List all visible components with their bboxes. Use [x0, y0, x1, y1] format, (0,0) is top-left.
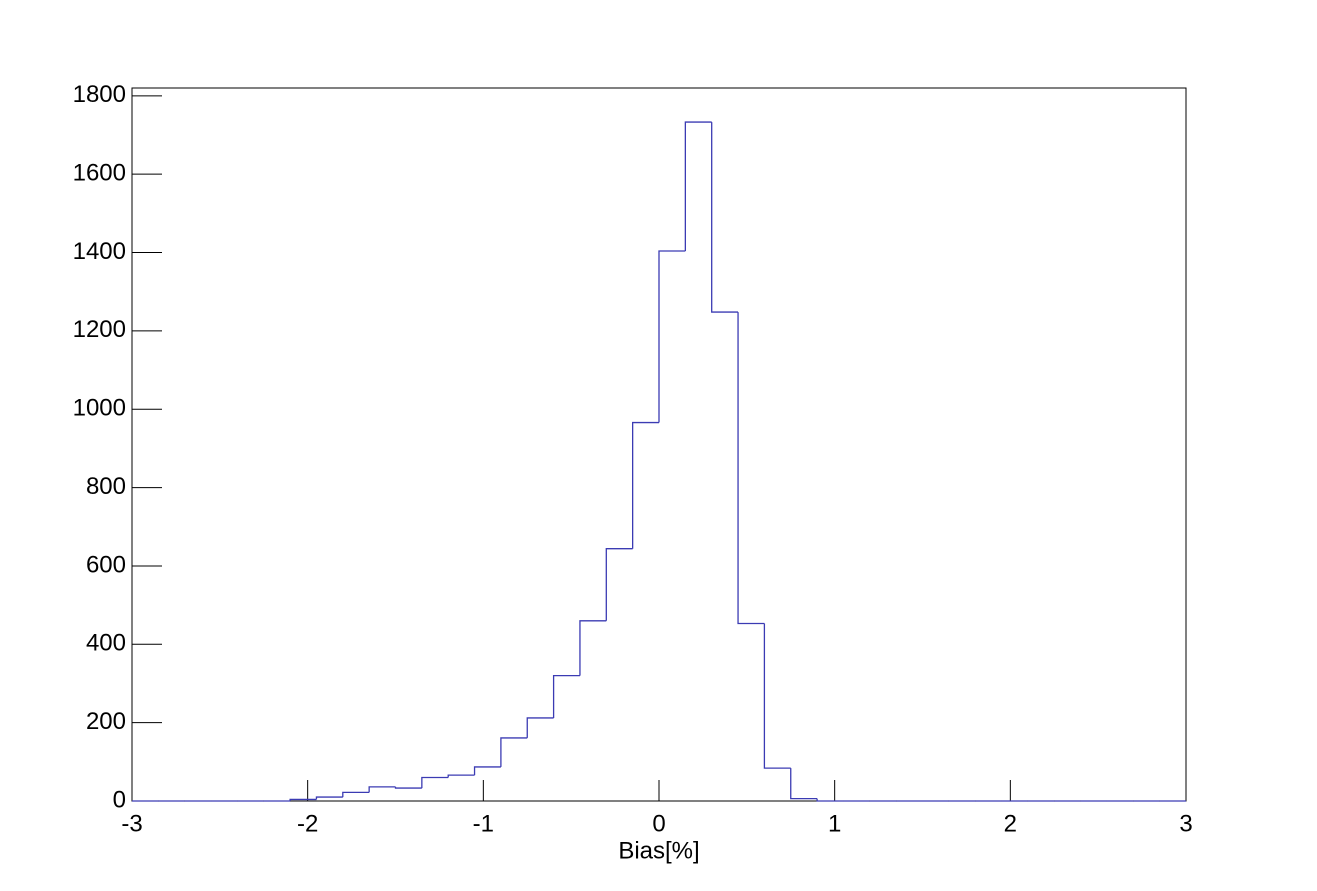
y-tick-label: 1800 — [73, 81, 126, 108]
y-tick-label: 1600 — [73, 160, 126, 187]
x-tick-label: 0 — [652, 810, 665, 837]
x-tick-label: 3 — [1179, 810, 1192, 837]
histogram-bin — [737, 312, 765, 625]
x-tick-label: 2 — [1004, 810, 1017, 837]
histogram-bin — [711, 122, 739, 313]
histogram-bin — [684, 121, 712, 251]
y-tick-label: 200 — [86, 708, 126, 735]
histogram-bin — [632, 421, 659, 549]
histogram-bin — [658, 250, 686, 423]
histogram-bin — [421, 776, 449, 789]
y-tick-label: 1400 — [73, 238, 126, 265]
histogram-bin — [816, 798, 844, 802]
x-tick-label: -1 — [473, 810, 494, 837]
y-tick-label: 0 — [113, 786, 126, 813]
y-tick-label: 1200 — [73, 316, 126, 343]
histogram-bin — [342, 791, 370, 798]
histogram-bin — [790, 768, 818, 800]
histogram-bin — [579, 620, 607, 676]
x-tick-label: 1 — [828, 810, 841, 837]
y-tick-label: 1000 — [73, 395, 126, 422]
histogram-bin — [289, 798, 317, 801]
histogram-bin — [605, 548, 633, 621]
histogram-bin — [394, 786, 422, 789]
histogram-bin — [447, 774, 475, 778]
histogram-bin — [763, 623, 791, 769]
x-tick-label: -2 — [297, 810, 318, 837]
x-tick-label: -3 — [121, 810, 142, 837]
y-tick-label: 600 — [86, 551, 126, 578]
histogram-bin — [500, 737, 528, 767]
y-tick-label: 800 — [86, 473, 126, 500]
plot-frame — [131, 87, 1187, 802]
histogram-bin — [473, 766, 501, 776]
histogram-bin — [368, 786, 396, 793]
x-axis-label: Bias[%] — [618, 837, 699, 864]
histogram-bin — [552, 674, 580, 718]
y-tick-label: 400 — [86, 630, 126, 657]
histogram-bin — [315, 796, 343, 800]
histogram-bin — [526, 717, 554, 738]
